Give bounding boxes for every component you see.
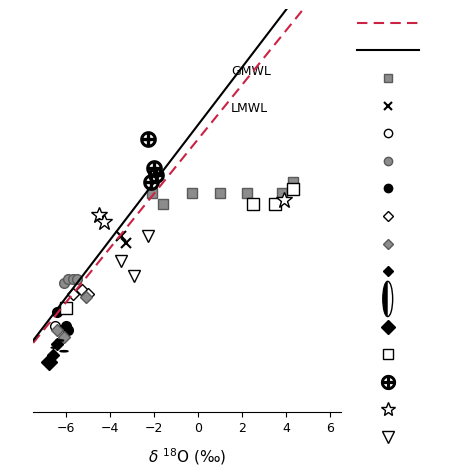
Text: GMWL: GMWL xyxy=(231,65,271,78)
Text: LMWL: LMWL xyxy=(231,102,268,115)
Circle shape xyxy=(383,281,392,317)
Wedge shape xyxy=(60,351,64,352)
Wedge shape xyxy=(383,281,388,317)
Circle shape xyxy=(60,351,68,352)
Wedge shape xyxy=(55,340,60,341)
Circle shape xyxy=(51,347,59,348)
Circle shape xyxy=(55,340,64,341)
X-axis label: $\delta$ $^{18}$O (‰): $\delta$ $^{18}$O (‰) xyxy=(148,446,226,467)
Wedge shape xyxy=(51,347,55,348)
